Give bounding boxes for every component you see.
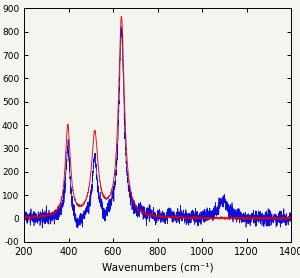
- X-axis label: Wavenumbers (cm⁻¹): Wavenumbers (cm⁻¹): [102, 262, 213, 272]
